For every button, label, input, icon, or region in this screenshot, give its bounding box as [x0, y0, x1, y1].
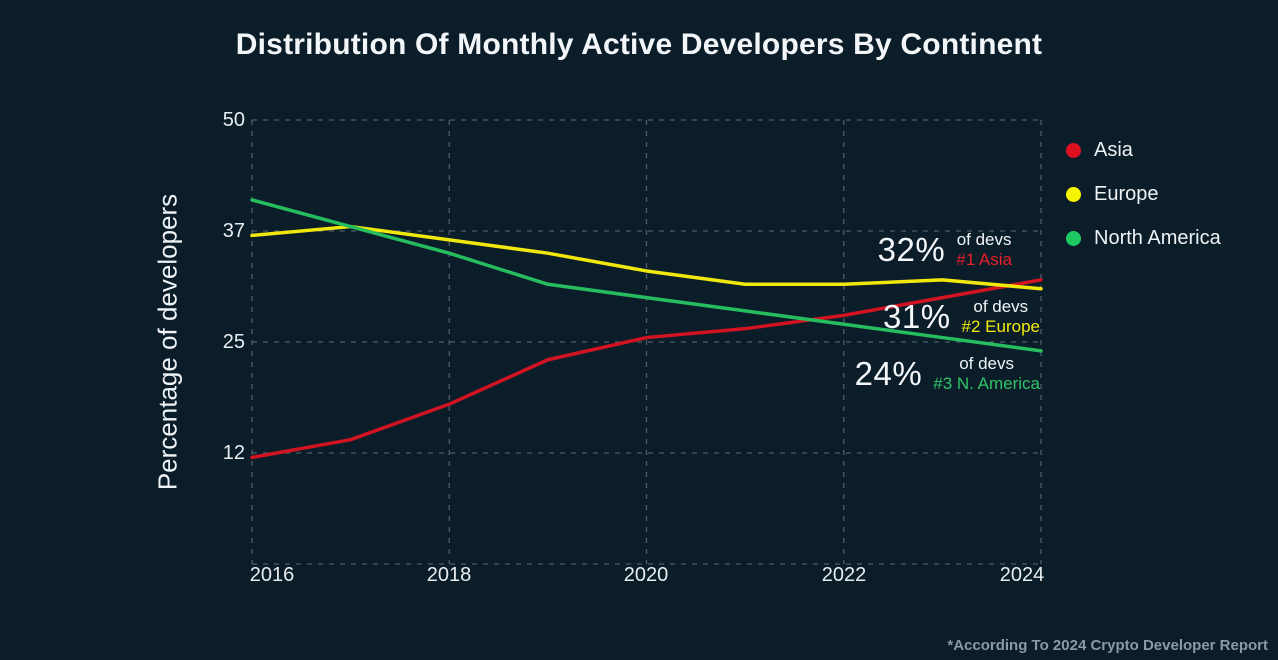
x-tick-label: 2016 — [249, 564, 295, 586]
series-line-asia — [250, 278, 1043, 460]
x-tick-label: 2018 — [426, 564, 472, 586]
page-title: Distribution Of Monthly Active Developer… — [235, 28, 1043, 61]
annotation-unit: of devs — [956, 230, 1012, 249]
annotation-rank: #3 N. America — [933, 373, 1040, 393]
legend-item-asia: Asia — [1066, 139, 1221, 162]
chart-legend: Asia Europe North America — [1066, 139, 1221, 250]
annotation-unit: of devs — [959, 354, 1015, 373]
legend-dot-icon — [1066, 143, 1081, 158]
legend-label: North America — [1094, 227, 1221, 249]
annotation-rank: #1 Asia — [956, 249, 1012, 269]
legend-item-north-america: North America — [1066, 227, 1221, 250]
y-tick-label: 37 — [222, 220, 245, 242]
legend-dot-icon — [1066, 231, 1081, 246]
x-tick-label: 2024 — [999, 564, 1045, 586]
annotation-unit: of devs — [973, 297, 1029, 316]
annotation-percent: 31% — [882, 297, 951, 335]
annotation-2-europe: 31% of devs #2 Europe — [883, 297, 1040, 336]
annotation-percent: 32% — [877, 230, 946, 268]
annotation-detail: of devs #1 Asia — [956, 230, 1012, 269]
legend-label: Europe — [1094, 183, 1159, 205]
annotation-rank: #2 Europe — [961, 316, 1040, 336]
annotation-detail: of devs #3 N. America — [933, 354, 1040, 393]
y-tick-label: 50 — [222, 109, 245, 131]
annotation-detail: of devs #2 Europe — [962, 297, 1040, 336]
legend-dot-icon — [1066, 187, 1081, 202]
series-line-north-america — [250, 198, 1043, 353]
legend-label: Asia — [1094, 139, 1133, 161]
series-line-europe — [250, 224, 1043, 291]
annotation-3-n-america: 24% of devs #3 N. America — [855, 354, 1040, 393]
annotation-percent: 24% — [854, 354, 923, 392]
y-tick-label: 12 — [222, 442, 245, 464]
x-tick-label: 2020 — [623, 564, 669, 586]
y-tick-label: 25 — [222, 331, 245, 353]
legend-item-europe: Europe — [1066, 183, 1221, 206]
source-note: *According To 2024 Crypto Developer Repo… — [947, 637, 1268, 654]
x-tick-label: 2022 — [821, 564, 867, 586]
annotation-1-asia: 32% of devs #1 Asia — [878, 230, 1012, 269]
